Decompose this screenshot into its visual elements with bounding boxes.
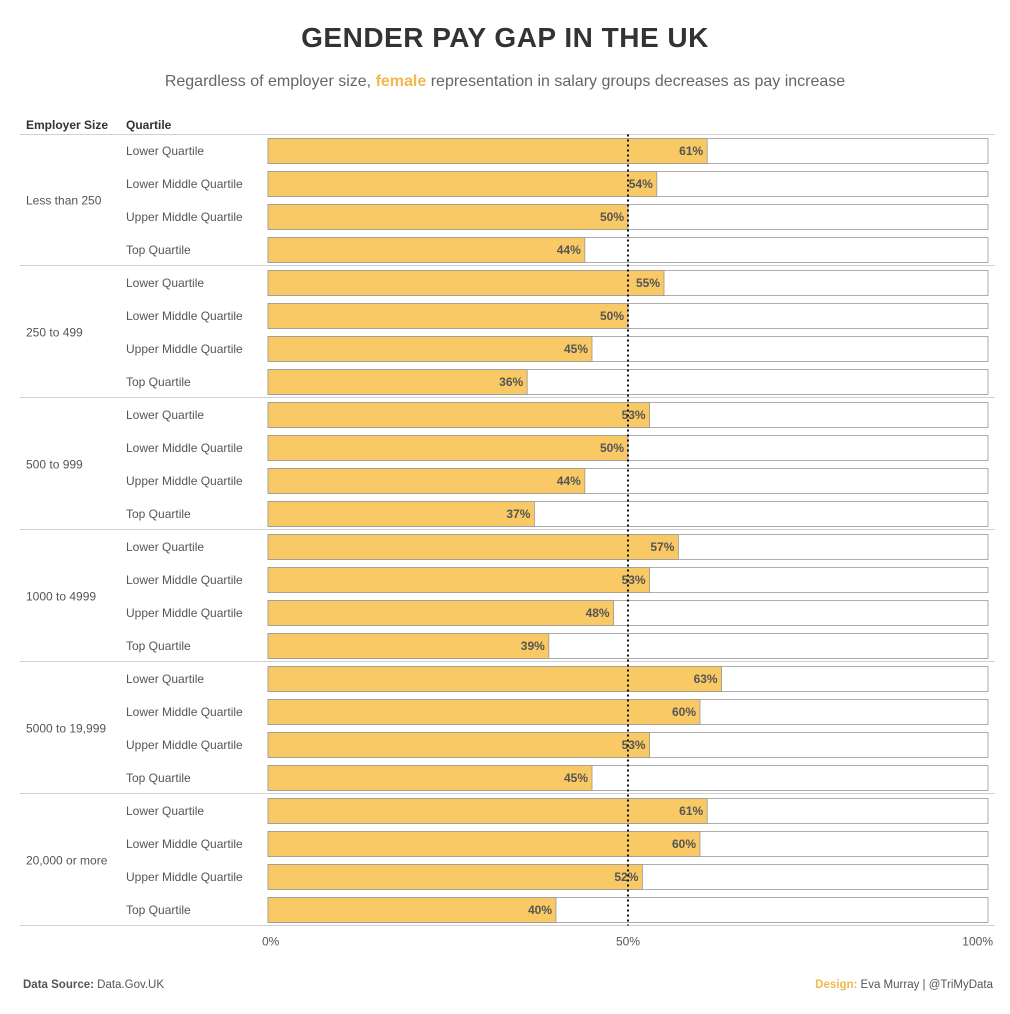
subtitle-highlight-female: female xyxy=(375,73,427,90)
header-quartile: Quartile xyxy=(126,118,172,132)
data-label: 54% xyxy=(629,177,653,191)
data-label: 40% xyxy=(528,903,552,917)
data-label: 61% xyxy=(679,144,703,158)
data-label: 63% xyxy=(694,672,718,686)
employer-size-label: 1000 to 4999 xyxy=(26,590,96,604)
bar-female xyxy=(267,204,629,230)
quartile-label: Lower Middle Quartile xyxy=(126,309,243,323)
x-tick-label: 100% xyxy=(962,935,993,949)
data-label: 53% xyxy=(622,573,646,587)
quartile-label: Top Quartile xyxy=(126,639,191,653)
data-label: 52% xyxy=(614,870,638,884)
data-label: 44% xyxy=(557,243,581,257)
quartile-label: Upper Middle Quartile xyxy=(126,210,243,224)
employer-size-label: 20,000 or more xyxy=(26,854,108,868)
bar-female xyxy=(267,336,593,362)
chart-subtitle: Regardless of employer size, female repr… xyxy=(0,73,1010,91)
chart-title: GENDER PAY GAP IN THE UK xyxy=(301,22,709,53)
data-label: 50% xyxy=(600,309,624,323)
footer-design: Design: Eva Murray | @TriMyData xyxy=(815,979,993,991)
bar-female xyxy=(267,666,723,692)
data-label: 57% xyxy=(650,540,674,554)
data-label: 50% xyxy=(600,210,624,224)
x-tick-label: 50% xyxy=(616,935,640,949)
quartile-label: Upper Middle Quartile xyxy=(126,870,243,884)
bar-female xyxy=(267,831,701,857)
data-label: 55% xyxy=(636,276,660,290)
data-label: 44% xyxy=(557,474,581,488)
x-tick-label: 0% xyxy=(262,935,280,949)
footer-design-value: Eva Murray | @TriMyData xyxy=(860,979,993,991)
subtitle-after: representation in salary groups decrease… xyxy=(426,73,846,90)
quartile-label: Top Quartile xyxy=(126,243,191,257)
footer-source-label: Data Source: xyxy=(23,979,94,991)
footer-source: Data Source: Data.Gov.UK xyxy=(23,979,164,991)
data-label: 60% xyxy=(672,705,696,719)
bar-female xyxy=(267,864,643,890)
quartile-label: Lower Quartile xyxy=(126,672,204,686)
data-label: 61% xyxy=(679,804,703,818)
quartile-label: Upper Middle Quartile xyxy=(126,738,243,752)
data-label: 53% xyxy=(622,738,646,752)
bar-female xyxy=(267,732,651,758)
subtitle-before: Regardless of employer size, xyxy=(164,73,376,90)
bar-female xyxy=(267,369,528,395)
quartile-label: Lower Middle Quartile xyxy=(126,177,243,191)
employer-size-label: 5000 to 19,999 xyxy=(26,722,106,736)
header-employer-size: Employer Size xyxy=(26,118,109,132)
quartile-label: Lower Quartile xyxy=(126,804,204,818)
quartile-label: Upper Middle Quartile xyxy=(126,474,243,488)
data-label: 45% xyxy=(564,771,588,785)
bar-female xyxy=(267,303,629,329)
data-label: 60% xyxy=(672,837,696,851)
bar-female xyxy=(267,699,701,725)
quartile-label: Lower Middle Quartile xyxy=(126,837,243,851)
quartile-label: Lower Middle Quartile xyxy=(126,441,243,455)
quartile-label: Upper Middle Quartile xyxy=(126,606,243,620)
quartile-label: Top Quartile xyxy=(126,375,191,389)
employer-size-label: 250 to 499 xyxy=(26,326,83,340)
quartile-label: Lower Middle Quartile xyxy=(126,705,243,719)
bar-female xyxy=(267,270,665,296)
quartile-label: Lower Quartile xyxy=(126,408,204,422)
quartile-label: Top Quartile xyxy=(126,771,191,785)
footer-design-label: Design: xyxy=(815,979,858,991)
quartile-label: Top Quartile xyxy=(126,903,191,917)
quartile-label: Upper Middle Quartile xyxy=(126,342,243,356)
bar-female xyxy=(267,600,615,626)
footer-source-value: Data.Gov.UK xyxy=(97,979,165,991)
employer-size-label: Less than 250 xyxy=(26,194,102,208)
bar-female xyxy=(267,501,535,527)
quartile-label: Lower Quartile xyxy=(126,276,204,290)
bar-female xyxy=(267,468,586,494)
bar-female xyxy=(267,633,550,659)
bar-female xyxy=(267,435,629,461)
bar-female xyxy=(267,567,651,593)
quartile-label: Lower Quartile xyxy=(126,144,204,158)
quartile-label: Lower Quartile xyxy=(126,540,204,554)
bar-female xyxy=(267,798,708,824)
quartile-label: Lower Middle Quartile xyxy=(126,573,243,587)
bar-female xyxy=(267,237,586,263)
bar-female xyxy=(267,171,658,197)
bar-female xyxy=(267,534,679,560)
bar-female xyxy=(267,138,708,164)
quartile-label: Top Quartile xyxy=(126,507,191,521)
data-label: 50% xyxy=(600,441,624,455)
data-label: 39% xyxy=(521,639,545,653)
bar-female xyxy=(267,897,557,923)
data-label: 36% xyxy=(499,375,523,389)
data-label: 53% xyxy=(622,408,646,422)
bar-female xyxy=(267,765,593,791)
data-label: 45% xyxy=(564,342,588,356)
data-label: 37% xyxy=(506,507,530,521)
data-label: 48% xyxy=(586,606,610,620)
employer-size-label: 500 to 999 xyxy=(26,458,83,472)
bar-female xyxy=(267,402,651,428)
